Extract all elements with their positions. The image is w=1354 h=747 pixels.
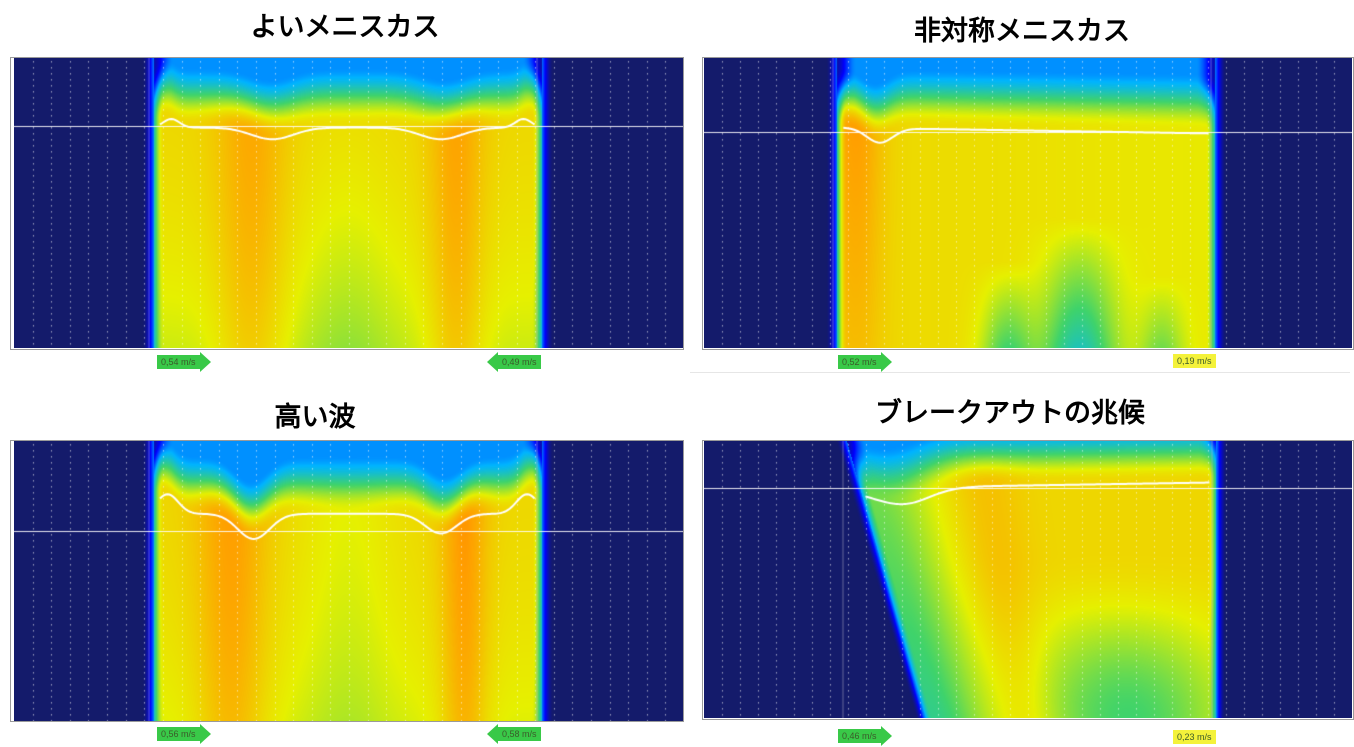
heatmap-good-meniscus (14, 58, 684, 348)
panel-asymmetric-meniscus: 非対称メニスカス 0,52 m/s 0,19 m/s (690, 0, 1354, 380)
panel-good-meniscus: よいメニスカス 0,54 m/s 0,49 m/s (0, 0, 690, 380)
speed-value: 0,19 m/s (1173, 354, 1216, 368)
speed-badge-right: 0,23 m/s (1173, 730, 1216, 744)
speed-value: 0,46 m/s (838, 729, 881, 743)
panel-breakout-sign: ブレークアウトの兆候 0,46 m/s 0,23 m/s (690, 380, 1354, 747)
speed-badge-right: 0,58 m/s (487, 724, 541, 744)
heatmap-frame (10, 57, 684, 350)
heatmap-frame (702, 57, 1354, 350)
panel-high-wave: 高い波 0,56 m/s 0,58 m/s (0, 380, 690, 747)
speed-value: 0,23 m/s (1173, 730, 1216, 744)
arrow-right-icon (880, 726, 892, 746)
chart-title: よいメニスカス (250, 12, 440, 43)
arrow-left-icon (487, 724, 498, 744)
speed-badge-left: 0,46 m/s (838, 726, 892, 746)
speed-value: 0,49 m/s (498, 355, 541, 369)
speed-badge-left: 0,52 m/s (838, 352, 892, 372)
arrow-left-icon (487, 352, 498, 372)
speed-value: 0,58 m/s (498, 727, 541, 741)
chart-title: ブレークアウトの兆候 (875, 398, 1145, 429)
heatmap-frame (10, 440, 684, 722)
speed-value: 0,54 m/s (157, 355, 200, 369)
speed-badge-left: 0,56 m/s (157, 724, 211, 744)
arrow-right-icon (199, 352, 211, 372)
arrow-right-icon (880, 352, 892, 372)
arrow-right-icon (199, 724, 211, 744)
chart-title: 高い波 (274, 402, 356, 433)
speed-value: 0,52 m/s (838, 355, 881, 369)
speed-badge-right: 0,49 m/s (487, 352, 541, 372)
divider (690, 372, 1350, 373)
chart-title: 非対称メニスカス (914, 16, 1130, 47)
speed-badge-left: 0,54 m/s (157, 352, 211, 372)
heatmap-frame (702, 440, 1354, 720)
heatmap-asymmetric-meniscus (704, 58, 1352, 348)
heatmap-breakout-sign (704, 441, 1352, 718)
speed-value: 0,56 m/s (157, 727, 200, 741)
speed-badge-right: 0,19 m/s (1173, 354, 1216, 368)
heatmap-high-wave (14, 441, 684, 721)
